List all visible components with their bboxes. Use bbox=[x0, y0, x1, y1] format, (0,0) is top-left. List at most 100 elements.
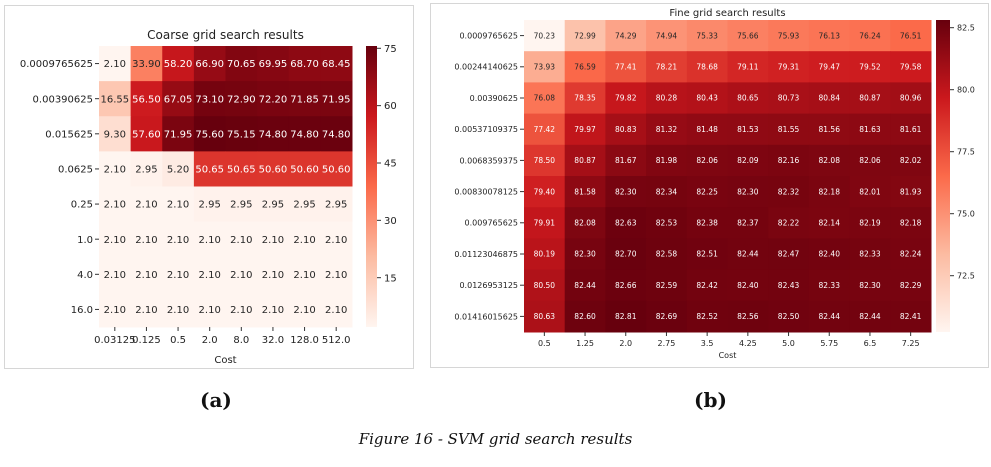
colorbar-tick-label: 45 bbox=[384, 159, 397, 170]
y-tick-label: 4.0 bbox=[77, 270, 93, 281]
cell-value-label: 82.08 bbox=[574, 219, 596, 228]
colorbar-tick-label: 77.5 bbox=[957, 148, 975, 157]
cell-value-label: 67.05 bbox=[164, 94, 193, 105]
heatmap-cell bbox=[686, 207, 728, 239]
cell-value-label: 80.73 bbox=[778, 94, 800, 103]
x-tick-label: 32.0 bbox=[262, 335, 284, 346]
colorbar-tick-label: 75 bbox=[384, 44, 397, 55]
cell-value-label: 78.50 bbox=[534, 156, 556, 165]
heatmap-cell bbox=[890, 20, 932, 52]
heatmap-cell bbox=[808, 113, 851, 146]
cell-value-label: 5.20 bbox=[167, 165, 189, 176]
heatmap-cell bbox=[564, 144, 606, 177]
heatmap-cell bbox=[257, 151, 290, 187]
heatmap-cell bbox=[130, 151, 163, 187]
fine-grid-heatmap: Fine grid search results 70.23 72.99 74.29 7… bbox=[454, 8, 975, 360]
cell-value-label: 82.59 bbox=[656, 281, 678, 290]
heatmap-cell bbox=[605, 238, 647, 271]
cell-value-label: 74.29 bbox=[615, 31, 637, 40]
cell-value-label: 74.80 bbox=[259, 129, 288, 140]
heatmap-cell bbox=[686, 269, 728, 302]
cell-value-label: 2.10 bbox=[293, 305, 315, 316]
cell-value-label: 2.95 bbox=[293, 200, 315, 211]
cell-value-label: 82.30 bbox=[574, 250, 596, 259]
x-tick-label: 2.75 bbox=[658, 339, 676, 348]
colorbar bbox=[936, 20, 950, 332]
heatmap-cell bbox=[320, 291, 353, 328]
cell-value-label: 78.68 bbox=[696, 63, 718, 72]
cell-value-label: 80.43 bbox=[696, 94, 718, 103]
heatmap-cell bbox=[727, 238, 769, 271]
subfigure-label-b: (b) bbox=[694, 388, 727, 412]
subfigure-label-a: (a) bbox=[200, 388, 232, 412]
colorbar-tick-label: 80.0 bbox=[957, 86, 975, 95]
y-tick-label: 0.00830078125 bbox=[454, 187, 518, 196]
heatmap-cell bbox=[727, 300, 769, 333]
heatmap-cell bbox=[605, 113, 647, 146]
colorbar-tick-label: 75.0 bbox=[957, 210, 975, 219]
heatmap-cell bbox=[225, 291, 258, 328]
heatmap-cell bbox=[849, 238, 891, 271]
heatmap-cell bbox=[646, 144, 688, 177]
heatmap-cell bbox=[768, 269, 810, 302]
cell-value-label: 50.65 bbox=[227, 165, 256, 176]
heatmap-cell bbox=[646, 113, 688, 146]
figure-caption: Figure 16 - SVM grid search results bbox=[358, 430, 633, 448]
heatmap-cell bbox=[686, 144, 728, 177]
cell-value-label: 50.60 bbox=[290, 165, 319, 176]
heatmap-cell bbox=[849, 207, 891, 239]
heatmap-cell bbox=[849, 113, 891, 146]
x-tick-label: 6.5 bbox=[864, 339, 877, 348]
heatmap-cell bbox=[808, 144, 851, 177]
y-tick-label: 0.0009765625 bbox=[20, 59, 93, 70]
cell-value-label: 82.30 bbox=[615, 187, 637, 196]
heatmap-cell bbox=[524, 113, 566, 146]
cell-value-label: 2.10 bbox=[135, 270, 157, 281]
cell-value-label: 50.60 bbox=[259, 165, 288, 176]
heatmap-cell bbox=[727, 144, 769, 177]
cell-value-label: 80.96 bbox=[900, 94, 922, 103]
cell-value-label: 81.55 bbox=[778, 125, 800, 134]
cell-value-label: 2.10 bbox=[199, 235, 221, 246]
heatmap-cell bbox=[225, 221, 258, 258]
cell-value-label: 78.35 bbox=[574, 94, 596, 103]
heatmap-cell bbox=[564, 20, 606, 52]
heatmap-cell bbox=[686, 176, 728, 208]
heatmap-cell bbox=[288, 116, 321, 152]
cell-value-label: 79.11 bbox=[737, 63, 759, 72]
heatmap-cell bbox=[524, 207, 566, 239]
cell-value-label: 82.81 bbox=[615, 312, 637, 321]
cell-value-label: 81.61 bbox=[900, 125, 922, 134]
cell-value-label: 58.20 bbox=[164, 59, 193, 70]
heatmap-cell bbox=[225, 256, 258, 293]
heatmap-cell bbox=[524, 51, 566, 83]
heatmap-cell bbox=[564, 113, 606, 146]
cell-value-label: 76.24 bbox=[859, 31, 881, 40]
cell-value-label: 79.82 bbox=[615, 94, 637, 103]
heatmap-cell bbox=[288, 221, 321, 258]
cell-value-label: 2.10 bbox=[230, 235, 252, 246]
cell-value-label: 2.10 bbox=[230, 305, 252, 316]
cell-value-label: 9.30 bbox=[104, 129, 126, 140]
cell-value-label: 2.10 bbox=[262, 305, 284, 316]
heatmap-cell bbox=[768, 113, 810, 146]
cell-value-label: 82.69 bbox=[656, 312, 678, 321]
cell-value-label: 72.90 bbox=[227, 94, 256, 105]
heatmap-cell bbox=[768, 238, 810, 271]
cell-value-label: 2.10 bbox=[135, 305, 157, 316]
heatmap-cell bbox=[808, 51, 851, 83]
cell-value-label: 75.60 bbox=[195, 129, 224, 140]
heatmap-cell bbox=[727, 82, 769, 115]
heatmap-cell bbox=[162, 291, 195, 328]
cell-value-label: 82.08 bbox=[819, 156, 841, 165]
cell-value-label: 74.80 bbox=[290, 129, 319, 140]
y-tick-label: 0.0009765625 bbox=[459, 31, 518, 40]
cell-value-label: 81.56 bbox=[819, 125, 841, 134]
cell-value-label: 68.45 bbox=[322, 59, 351, 70]
heatmap-cell bbox=[768, 144, 810, 177]
cell-value-label: 2.10 bbox=[104, 235, 126, 246]
heatmap-cell bbox=[727, 20, 769, 52]
coarse-grid-panel: Coarse grid search results 2.10 33.90 58.20… bbox=[4, 5, 414, 369]
cell-value-label: 81.58 bbox=[574, 187, 596, 196]
cell-value-label: 2.95 bbox=[262, 200, 284, 211]
